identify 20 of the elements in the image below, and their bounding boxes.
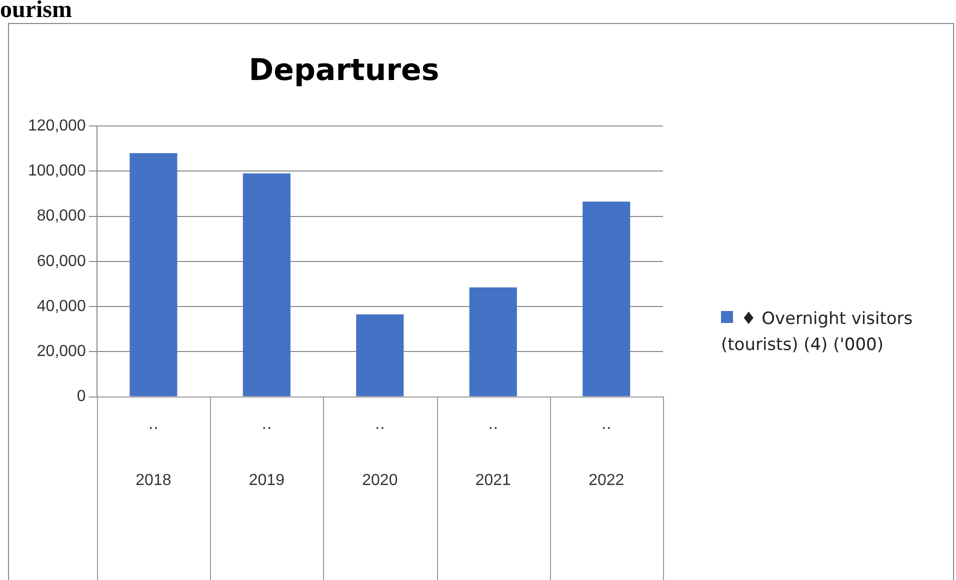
chart-title: Departures	[248, 52, 440, 88]
text: ..	[148, 414, 159, 433]
text: ..	[262, 414, 272, 433]
y-tick-label: 60,000	[36, 252, 86, 270]
y-tick-label: 0	[76, 388, 86, 406]
text: ..	[374, 414, 386, 433]
y-tick-label: 20,000	[36, 343, 86, 360]
y-tick-label: 80,000	[36, 208, 86, 225]
y-tick-label: 120,000	[28, 117, 86, 134]
x-tick-label: 2022	[588, 472, 624, 489]
text: ..	[488, 414, 498, 433]
text: ourism	[0, 0, 72, 23]
legend-label: ♦ Overnight visitors (tourists) (4) ('000)	[721, 308, 914, 357]
text: ..	[601, 414, 612, 433]
y-tick-label: 40,000	[36, 298, 86, 315]
y-tick-label: 100,000	[28, 162, 86, 180]
x-tick-label: 2021	[475, 472, 512, 489]
x-tick-label: 2018	[136, 472, 172, 489]
x-tick-label: 2019	[248, 472, 285, 489]
x-tick-label: 2020	[362, 472, 398, 489]
